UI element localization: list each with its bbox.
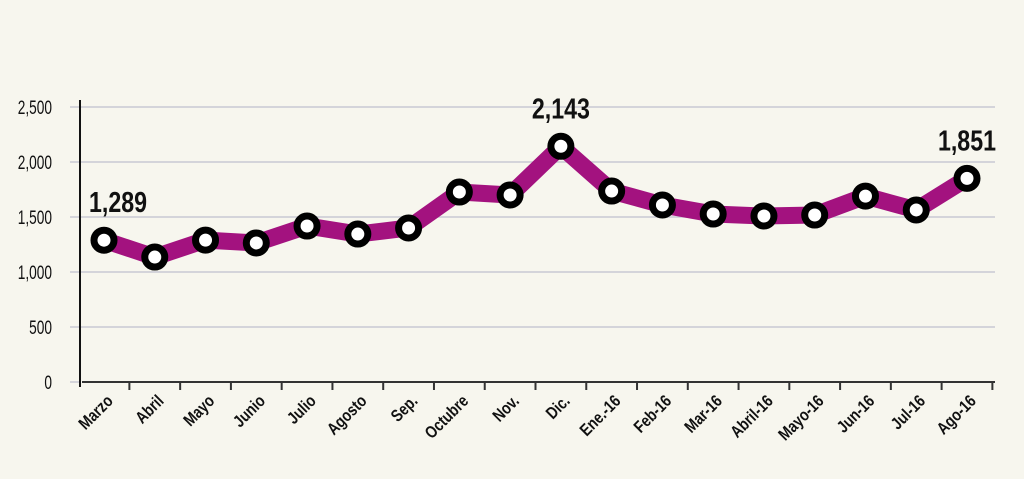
x-tick-label: Ene.-16 <box>577 392 625 440</box>
x-tick-label: Feb-16 <box>631 392 676 437</box>
x-tick-label: Abril-16 <box>727 392 777 442</box>
data-point <box>141 243 169 271</box>
x-tick-label: Jul-16 <box>888 392 930 434</box>
series-line <box>101 134 972 266</box>
x-tick-label: Dic. <box>543 392 574 423</box>
data-point <box>598 177 626 205</box>
data-point <box>445 178 473 206</box>
data-label: 1,289 <box>89 186 147 219</box>
data-point <box>344 220 372 248</box>
y-tick-label: 500 <box>29 317 52 339</box>
x-tick-label: Mar-16 <box>681 392 726 437</box>
data-point <box>699 200 727 228</box>
x-tick-label: Julio <box>284 392 320 428</box>
x-tick-label: Agosto <box>324 392 371 439</box>
y-tick-label: 2,500 <box>18 97 52 119</box>
x-tick-label: Junio <box>230 392 269 431</box>
data-point <box>192 226 220 254</box>
data-point <box>547 132 575 160</box>
x-tick-label: Octubre <box>422 392 473 443</box>
data-point <box>851 182 879 210</box>
data-point <box>293 212 321 240</box>
data-point <box>496 181 524 209</box>
data-point <box>90 226 118 254</box>
data-point <box>395 214 423 242</box>
y-tick-label: 2,000 <box>18 152 52 174</box>
data-point <box>648 191 676 219</box>
y-tick-label: 1,000 <box>18 262 52 284</box>
data-point <box>902 196 930 224</box>
x-tick-label: Mayo <box>180 392 218 430</box>
x-tick-label: Ago-16 <box>934 392 981 439</box>
x-tick-label: Marzo <box>75 392 117 434</box>
y-tick-label: 1,500 <box>18 207 52 229</box>
x-tick-label: Nov. <box>489 392 523 426</box>
y-tick-label: 0 <box>44 372 52 394</box>
data-point <box>801 201 829 229</box>
x-tick-label: Mayo-16 <box>775 392 828 445</box>
x-tick-label: Sep. <box>388 392 422 426</box>
data-label: 2,143 <box>532 92 590 125</box>
data-point <box>953 164 981 192</box>
x-tick-label: Jun-16 <box>834 392 879 437</box>
x-tick-label: Abril <box>132 392 168 428</box>
data-point <box>242 229 270 257</box>
data-point <box>750 202 778 230</box>
data-label: 1,851 <box>938 124 996 157</box>
